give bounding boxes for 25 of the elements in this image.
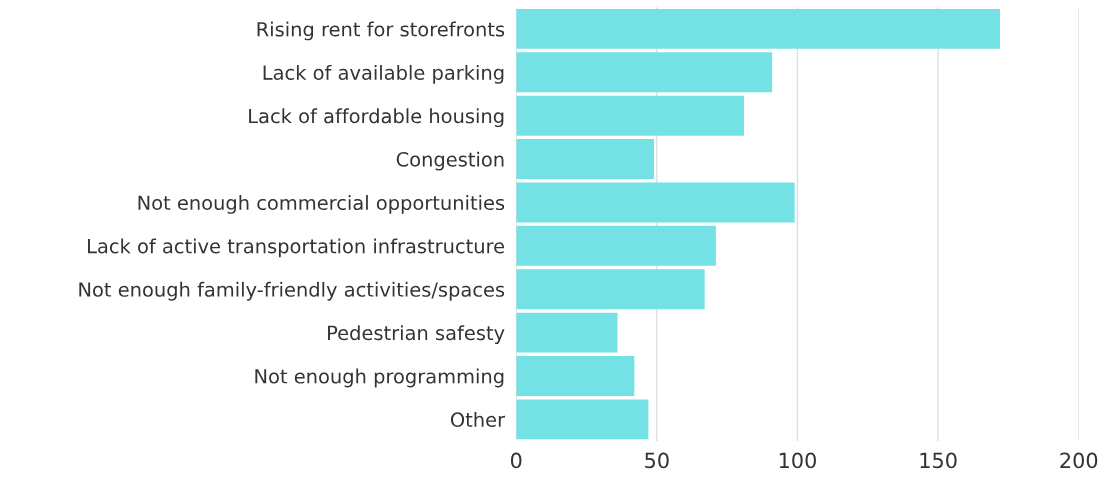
x-tick-label: 200 — [1060, 452, 1098, 469]
y-tick-label: Lack of available parking — [263, 64, 504, 84]
bar — [516, 356, 635, 396]
bar — [516, 312, 618, 353]
y-tick-label: Lack of affordable housing — [249, 108, 504, 128]
bar — [516, 269, 705, 310]
bar — [516, 399, 649, 440]
x-tick-label: 100 — [779, 452, 816, 469]
y-tick-label: Other — [450, 411, 506, 427]
bar — [516, 182, 795, 223]
bar — [516, 225, 716, 266]
y-tick-label: Pedestrian safesty — [328, 325, 505, 345]
y-tick-label: Not enough family-friendly activities/spaces — [79, 281, 505, 301]
bar — [516, 8, 1000, 49]
y-tick-label: Lack of active transportation infrastructure — [88, 238, 505, 258]
x-tick-label: 50 — [645, 452, 669, 469]
bar — [516, 52, 773, 93]
bar — [516, 139, 655, 180]
x-tick-label: 0 — [510, 452, 522, 469]
y-tick-label: Not enough commercial opportunities — [138, 195, 505, 214]
x-tick-label: 150 — [920, 452, 957, 469]
y-tick-label: Rising rent for storefronts — [257, 21, 505, 41]
y-tick-label: Not enough programming — [255, 368, 504, 388]
bar — [516, 95, 745, 136]
y-tick-label: Congestion — [396, 151, 504, 171]
